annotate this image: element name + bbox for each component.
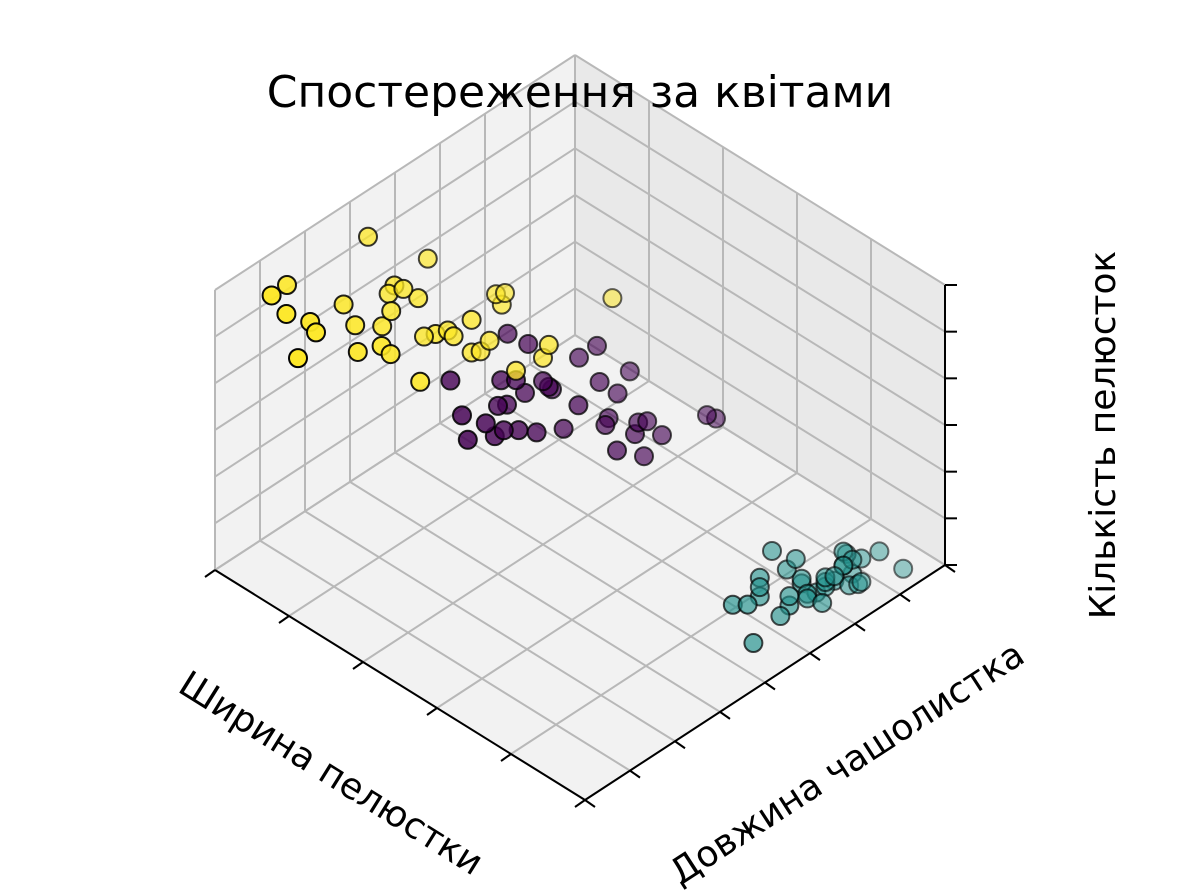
- point: [506, 360, 526, 381]
- grid-line: [574, 100, 946, 333]
- point: [553, 418, 574, 439]
- point: [770, 606, 791, 627]
- point: [602, 288, 623, 309]
- point: [533, 371, 553, 392]
- point: [288, 348, 308, 369]
- grid-line: [574, 240, 946, 473]
- point: [475, 413, 496, 434]
- grid-line: [214, 147, 576, 385]
- point: [493, 420, 514, 441]
- point: [410, 371, 431, 392]
- point: [408, 288, 429, 309]
- y-tick: [719, 711, 731, 720]
- point: [743, 633, 764, 654]
- y-tick: [584, 799, 596, 808]
- point: [518, 333, 539, 354]
- x-tick: [500, 753, 512, 762]
- point: [526, 422, 547, 443]
- point: [347, 341, 368, 362]
- point: [607, 440, 627, 461]
- point: [488, 395, 508, 416]
- point: [568, 395, 589, 416]
- points: [261, 226, 914, 654]
- point: [634, 446, 654, 467]
- point: [277, 275, 297, 295]
- point: [589, 371, 610, 392]
- point: [749, 577, 770, 598]
- point: [607, 383, 628, 404]
- point: [697, 405, 717, 426]
- point: [762, 540, 782, 561]
- x-tick: [426, 707, 438, 716]
- point: [452, 405, 472, 426]
- y-tick: [944, 564, 956, 573]
- grid-line: [304, 510, 676, 743]
- grid-line: [439, 422, 811, 654]
- x-tick: [278, 615, 290, 624]
- point: [652, 425, 672, 446]
- point: [495, 283, 515, 303]
- point: [595, 415, 616, 436]
- axes: [204, 284, 957, 808]
- point: [479, 330, 500, 351]
- z-axis-label: Кількість пелюсток: [1083, 251, 1124, 620]
- y-tick: [899, 593, 911, 603]
- y-tick: [764, 681, 776, 691]
- y-tick: [854, 622, 866, 632]
- y-axis-line: [584, 564, 946, 801]
- y-tick: [674, 740, 686, 750]
- point: [440, 370, 461, 391]
- point: [457, 429, 478, 450]
- y-tick: [629, 769, 641, 779]
- point: [461, 309, 482, 330]
- grid-line: [214, 54, 576, 291]
- grid-line: [574, 147, 946, 380]
- point: [372, 316, 393, 337]
- point: [443, 326, 464, 347]
- x-tick: [352, 661, 364, 670]
- panes: [215, 55, 945, 800]
- point: [824, 566, 845, 587]
- point: [497, 323, 518, 344]
- point: [380, 344, 401, 365]
- y-tick: [809, 652, 821, 661]
- point: [569, 347, 589, 368]
- grid-line: [574, 54, 946, 286]
- point: [345, 315, 366, 336]
- point: [637, 411, 658, 432]
- point: [393, 278, 414, 299]
- point: [869, 541, 890, 562]
- point: [779, 586, 800, 607]
- grid-line: [574, 287, 946, 520]
- point: [306, 322, 326, 343]
- grid-line: [259, 539, 631, 772]
- point: [261, 285, 282, 306]
- point: [417, 248, 438, 269]
- point: [333, 294, 354, 315]
- point: [737, 594, 758, 615]
- x-axis-line: [214, 569, 586, 801]
- point: [587, 335, 607, 356]
- point: [619, 361, 640, 382]
- point: [276, 303, 297, 324]
- x-tick: [574, 799, 586, 808]
- point: [893, 558, 914, 579]
- x-tick: [204, 569, 216, 578]
- point: [785, 548, 806, 569]
- point: [381, 301, 402, 322]
- point: [414, 326, 434, 347]
- grid-line: [574, 194, 946, 426]
- grid-line: [394, 451, 766, 684]
- point: [848, 574, 869, 595]
- point: [538, 334, 559, 355]
- point: [812, 592, 833, 613]
- point: [851, 571, 872, 592]
- chart-title: Спостереження за квітами: [267, 67, 893, 118]
- point: [358, 226, 378, 247]
- grid-line: [349, 481, 721, 713]
